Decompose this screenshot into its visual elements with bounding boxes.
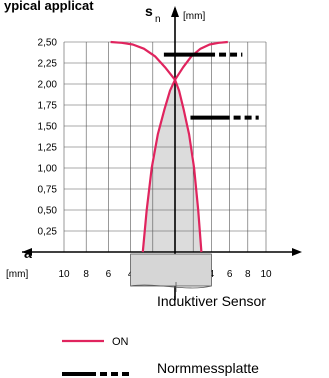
y-tick-label: 1,25 (38, 143, 58, 154)
y-tick-label: 0,75 (38, 185, 58, 196)
x-tick-label: 10 (260, 269, 272, 280)
legend-normmessplatte-label: Normmessplatte (157, 360, 259, 376)
y-axis-subscript: n (155, 14, 161, 25)
y-tick-label: 0,50 (38, 206, 58, 217)
y-tick-label: 2,50 (38, 38, 58, 49)
legend: ON Normmessplatte (62, 336, 259, 376)
x-axis-arrow-right (292, 248, 302, 256)
legend-on-label: ON (112, 336, 129, 348)
x-tick-label: 8 (245, 269, 251, 280)
x-tick-label: 10 (58, 269, 70, 280)
x-tick-label: 6 (227, 269, 233, 280)
y-tick-label: 1,50 (38, 122, 58, 133)
x-tick-label: 8 (83, 269, 89, 280)
header-fragment: ypical applicat (4, 0, 94, 13)
series-on-curve (111, 42, 175, 80)
y-tick-label: 1,75 (38, 101, 58, 112)
series-on-curve (175, 42, 228, 80)
x-axis-unit: [mm] (6, 269, 28, 280)
y-tick-label: 2,25 (38, 59, 58, 70)
y-tick-label: 1,00 (38, 164, 58, 175)
sensor-rect (131, 254, 212, 286)
y-axis-unit: [mm] (183, 11, 205, 22)
y-tick-label: 0,25 (38, 227, 58, 238)
x-axis-title: a (24, 245, 32, 261)
sensor-label: Induktiver Sensor (157, 293, 266, 309)
x-tick-label: 6 (106, 269, 112, 280)
y-tick-label: 2,00 (38, 80, 58, 91)
y-axis-title: s (145, 3, 153, 19)
inductive-sensor-body (131, 254, 212, 292)
y-axis-arrow (171, 6, 179, 17)
